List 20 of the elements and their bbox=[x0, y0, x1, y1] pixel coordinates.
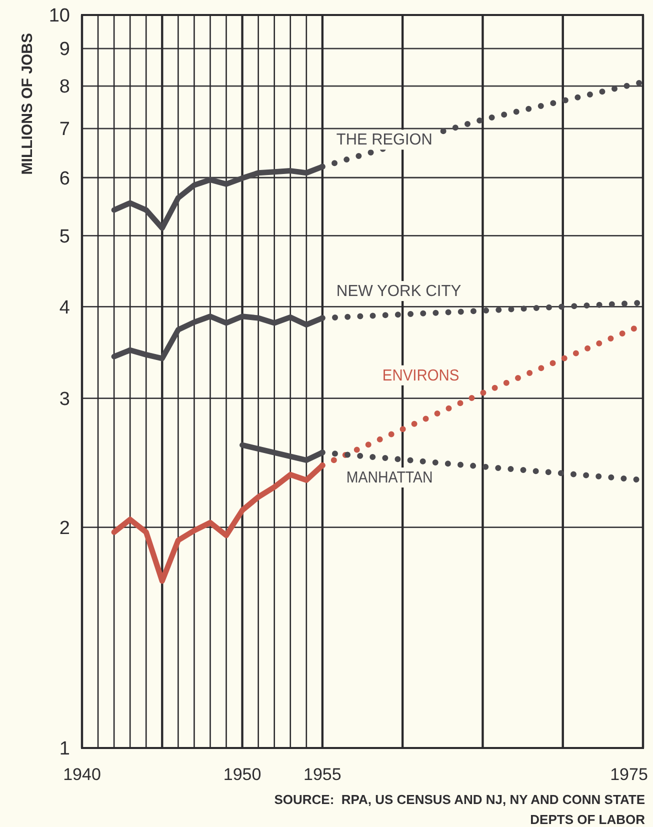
x-tick-label: 1950 bbox=[223, 765, 262, 784]
y-tick-label: 8 bbox=[59, 76, 70, 98]
y-tick-label: 2 bbox=[59, 518, 70, 539]
series-label: ENVIRONS bbox=[382, 367, 466, 384]
y-tick-label: 5 bbox=[59, 226, 70, 248]
x-tick-label: 1975 bbox=[610, 765, 648, 784]
x-tick-label: 1940 bbox=[63, 765, 101, 784]
x-tick-label: 1955 bbox=[304, 765, 342, 784]
series-label: THE REGION bbox=[336, 132, 436, 149]
y-tick-label: 6 bbox=[59, 168, 70, 190]
y-tick-label: 7 bbox=[59, 119, 70, 140]
y-axis-title: MILLIONS OF JOBS bbox=[19, 33, 36, 175]
series-label: NEW YORK CITY bbox=[336, 283, 464, 300]
y-tick-label: 9 bbox=[59, 39, 70, 60]
source-note: SOURCE: RPA, US CENSUS AND NJ, NY AND CONN STATE DEPTS OF LABOR bbox=[274, 792, 646, 827]
y-tick-label: 10 bbox=[48, 6, 70, 27]
y-tick-label: 4 bbox=[59, 297, 70, 318]
y-tick-label: 1 bbox=[59, 738, 70, 760]
series-label: MANHATTAN bbox=[346, 470, 444, 487]
y-tick-label: 3 bbox=[59, 388, 70, 410]
